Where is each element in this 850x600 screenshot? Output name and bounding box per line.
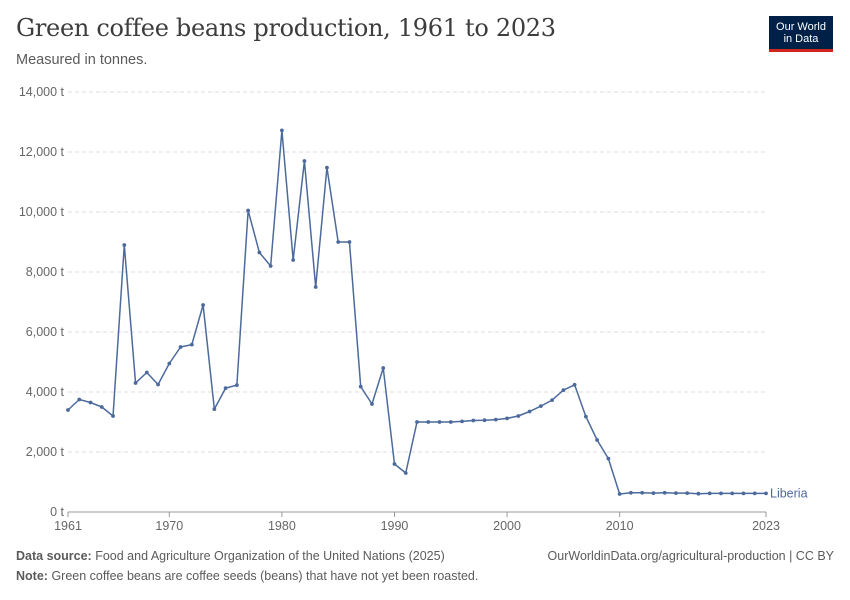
data-point[interactable] [538,404,543,408]
data-point[interactable] [313,285,318,289]
data-point[interactable] [651,491,656,495]
data-point[interactable] [77,397,82,402]
data-point[interactable] [189,342,194,347]
data-point[interactable] [707,491,712,496]
data-point[interactable] [674,491,678,495]
data-source-label: Data source: [16,549,92,563]
data-point[interactable] [201,303,205,307]
data-point[interactable] [370,402,374,406]
data-point[interactable] [268,264,273,268]
data-point[interactable] [471,418,476,423]
data-point[interactable] [482,418,487,423]
data-point[interactable] [764,491,768,496]
data-point[interactable] [99,405,104,409]
chart-subtitle: Measured in tonnes. [16,52,148,68]
data-point[interactable] [392,462,397,466]
data-point[interactable] [505,416,509,421]
data-point[interactable] [583,414,588,419]
y-tick-label: 8,000 t [26,265,65,279]
data-point[interactable] [280,128,284,133]
note-text: Green coffee beans are coffee seeds (bea… [51,569,479,583]
data-point[interactable] [550,398,554,402]
note-label: Note: [16,569,48,583]
data-point[interactable] [111,414,115,418]
data-point[interactable] [66,408,70,412]
data-point[interactable] [493,417,498,422]
data-point[interactable] [685,491,690,495]
data-source: Data source: Food and Agriculture Organi… [16,549,445,563]
data-point[interactable] [156,382,160,387]
data-point[interactable] [212,407,217,411]
logo-line-2: in Data [783,32,819,45]
x-tick-label: 1961 [54,519,82,533]
data-point[interactable] [516,414,521,418]
source-url[interactable]: OurWorldinData.org/agricultural-producti… [547,549,834,563]
data-point[interactable] [662,490,667,495]
data-point[interactable] [696,491,701,496]
data-point[interactable] [302,159,307,163]
data-point[interactable] [741,491,746,496]
data-point[interactable] [617,492,622,496]
data-point[interactable] [122,243,127,247]
data-point[interactable] [133,381,138,385]
axis-layer: 0 t 2,000 t 4,000 t 6,000 t 8,000 t 10,000 t 1… [19,85,780,533]
data-point[interactable] [527,409,532,414]
data-point[interactable] [606,456,611,461]
x-tick-label: 2000 [493,519,521,533]
series-label-liberia[interactable]: Liberia [770,486,808,500]
data-point[interactable] [325,165,329,170]
grid-layer [68,91,766,453]
y-tick-label: 4,000 t [26,385,65,399]
y-tick-label: 0 t [50,505,64,519]
y-tick-label: 12,000 t [19,145,65,159]
y-tick-label: 6,000 t [26,325,65,339]
data-point[interactable] [234,383,239,387]
data-point[interactable] [257,250,262,255]
data-point[interactable] [460,419,464,424]
data-point[interactable] [448,420,453,424]
data-point[interactable] [358,384,363,389]
data-point[interactable] [381,366,386,370]
data-point[interactable] [572,382,577,387]
logo-line-1: Our World [776,20,826,33]
owid-logo[interactable]: Our World in Data [769,16,833,52]
data-point[interactable] [347,240,352,244]
data-point[interactable] [426,420,431,424]
data-point[interactable] [752,491,757,496]
data-point[interactable] [88,400,93,405]
data-point[interactable] [437,420,442,424]
data-point[interactable] [167,361,172,366]
x-tick-label: 1990 [381,519,409,533]
y-tick-label: 10,000 t [19,205,65,219]
data-point[interactable] [730,491,735,496]
data-point[interactable] [144,370,149,375]
data-point[interactable] [415,420,419,424]
data-point[interactable] [403,471,408,475]
chart-title: Green coffee beans production, 1961 to 2… [16,14,556,42]
data-point[interactable] [640,490,645,495]
data-point[interactable] [223,386,228,390]
y-tick-label: 2,000 t [26,445,65,459]
data-point[interactable] [595,438,600,442]
x-tick-label: 1970 [155,519,183,533]
y-tick-label: 14,000 t [19,85,65,99]
data-point[interactable] [246,208,251,213]
x-tick-label: 2023 [752,519,780,533]
data-point[interactable] [178,345,183,349]
data-point[interactable] [336,240,341,244]
series-line-liberia[interactable] [67,129,766,495]
data-source-text[interactable]: Food and Agriculture Organization of the… [95,549,445,563]
data-point[interactable] [719,491,723,496]
x-tick-label: 1980 [268,519,296,533]
data-point[interactable] [629,490,633,495]
series-layer: Liberia [66,128,808,500]
data-point[interactable] [561,388,566,393]
x-tick-label: 2010 [606,519,634,533]
chart-note: Note: Green coffee beans are coffee seed… [16,569,478,583]
data-point[interactable] [291,258,296,262]
